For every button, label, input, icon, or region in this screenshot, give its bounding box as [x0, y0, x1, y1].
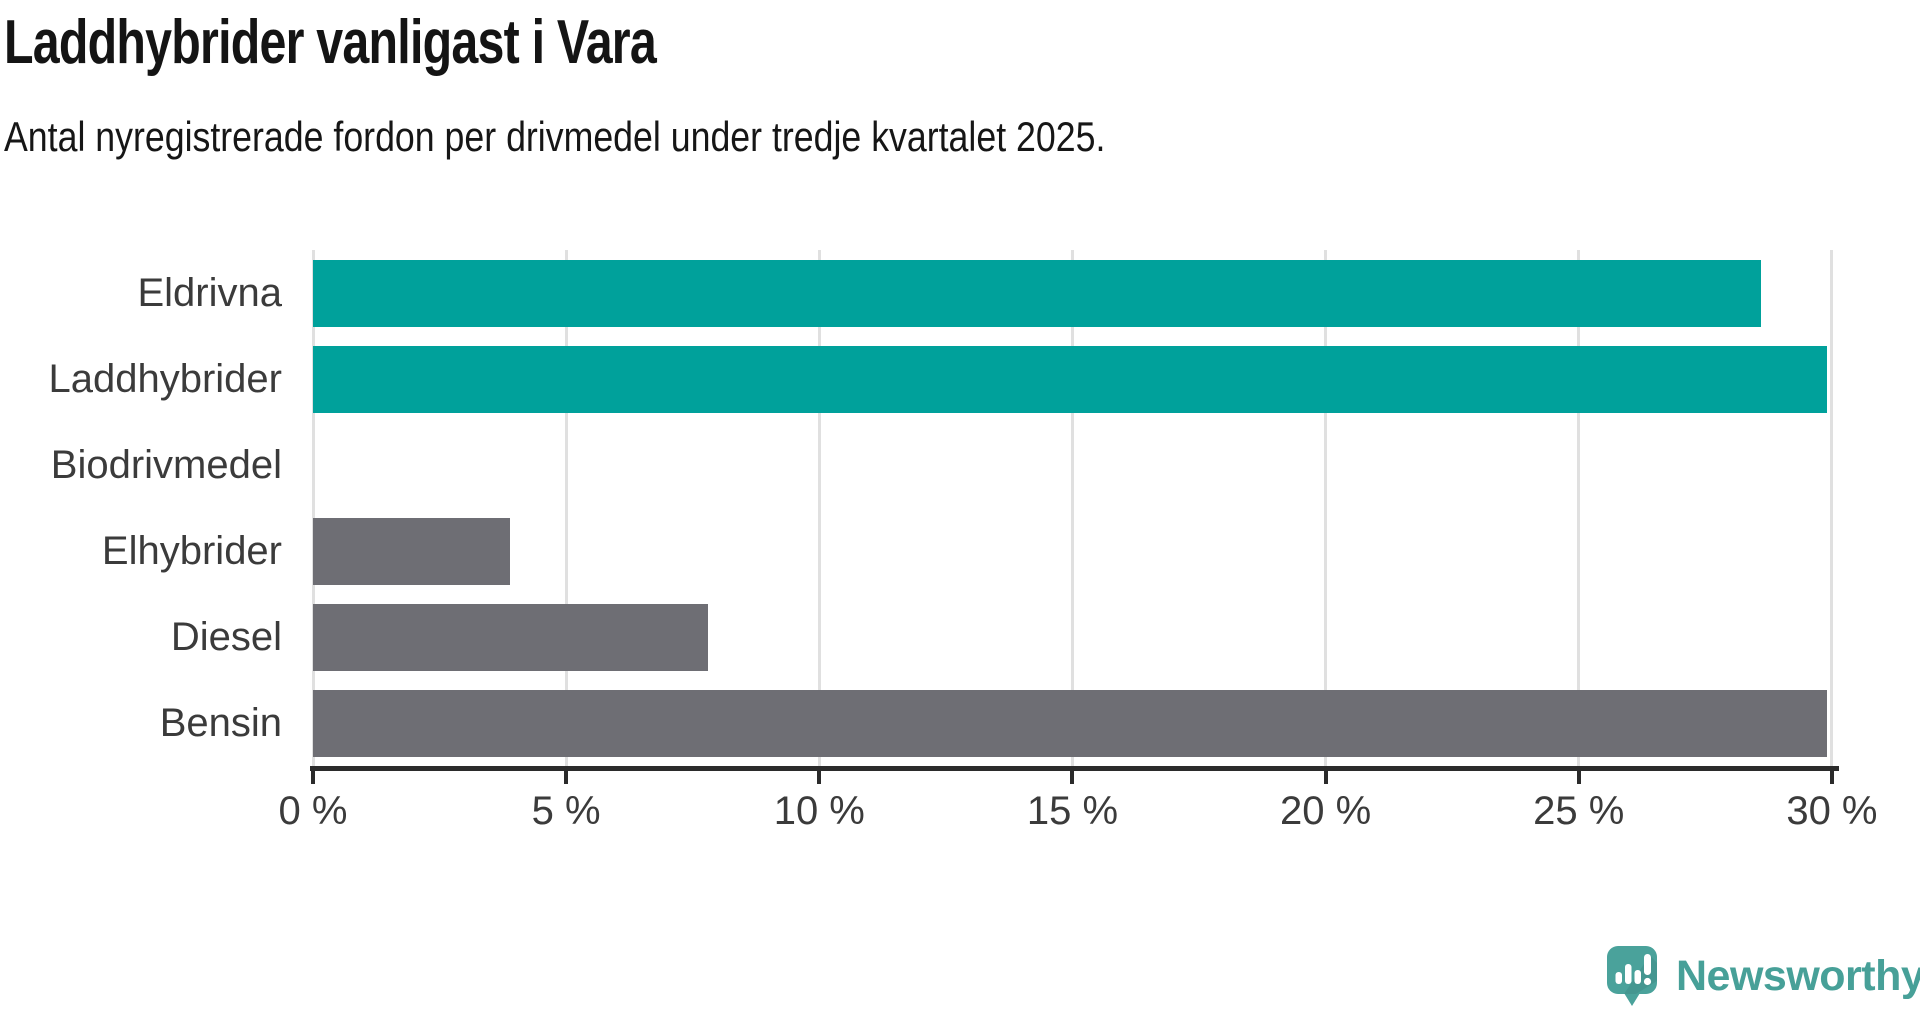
chart-title: Laddhybrider vanligast i Vara	[4, 8, 657, 77]
chart-subtitle: Antal nyregistrerade fordon per drivmede…	[4, 113, 1106, 160]
x-axis-line	[310, 766, 1839, 771]
x-tick-label-25: 25 %	[1533, 789, 1625, 833]
bar-diesel	[313, 603, 708, 671]
x-tick-label-15: 15 %	[1026, 789, 1119, 833]
x-tick-label-5: 5 %	[531, 789, 601, 833]
x-tick-5	[564, 770, 569, 784]
category-label-bensin: Bensin	[159, 701, 282, 745]
x-tick-15	[1070, 770, 1075, 784]
category-label-laddhybrider: Laddhybrider	[48, 357, 283, 401]
category-label-diesel: Diesel	[170, 615, 282, 659]
gridline-30	[1830, 250, 1834, 766]
gridline-0	[311, 250, 315, 766]
newsworthy-logo-icon	[1607, 946, 1657, 1006]
gridline-20	[1324, 250, 1328, 766]
gridline-5	[564, 250, 568, 766]
x-tick-10	[817, 770, 822, 784]
gridline-10	[817, 250, 821, 766]
x-tick-label-20: 20 %	[1280, 789, 1372, 833]
x-tick-label-30: 30 %	[1786, 789, 1878, 833]
x-tick-0	[311, 770, 315, 784]
brand-name: Newsworthy	[1676, 952, 1920, 1000]
category-label-eldrivna: Eldrivna	[137, 271, 282, 315]
bar-elhybrider	[313, 517, 511, 585]
brand-footer: Newsworthy	[1606, 945, 1920, 1007]
gridline-25	[1577, 250, 1581, 766]
bar-laddhybrider	[313, 345, 1827, 413]
x-tick-25	[1576, 770, 1581, 784]
x-tick-30	[1829, 770, 1834, 784]
x-tick-label-0: 0 %	[278, 789, 348, 833]
category-label-biodrivmedel: Biodrivmedel	[50, 443, 282, 487]
x-tick-20	[1323, 770, 1328, 784]
bar-bensin	[313, 689, 1827, 757]
x-tick-label-10: 10 %	[773, 789, 865, 833]
gridline-15	[1070, 250, 1074, 766]
category-label-elhybrider: Elhybrider	[101, 529, 282, 573]
bar-eldrivna	[313, 259, 1762, 327]
